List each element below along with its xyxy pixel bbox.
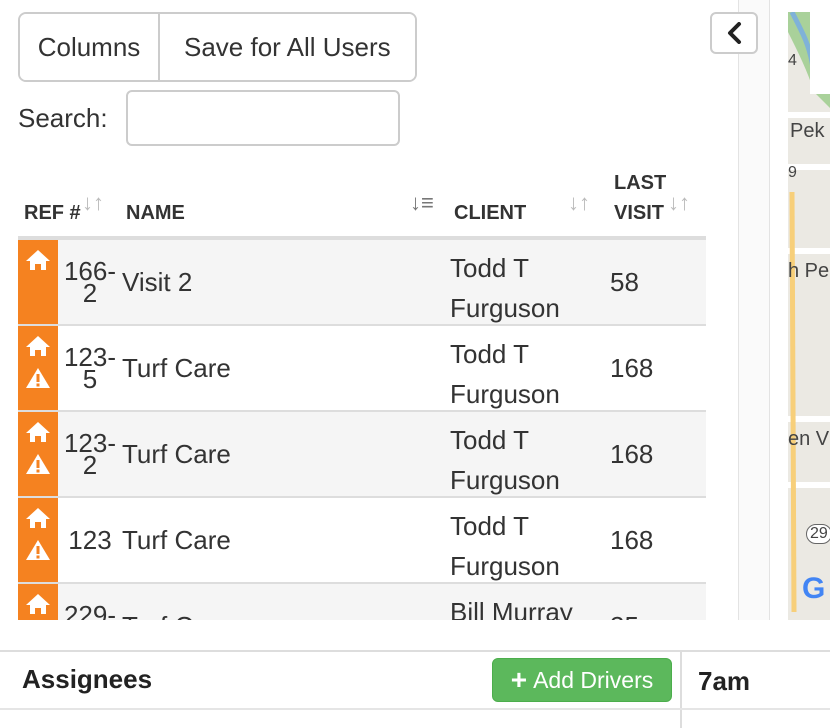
home-icon — [26, 508, 50, 528]
home-icon — [26, 250, 50, 270]
time-slot-label: 7am — [698, 666, 751, 696]
search-label: Search: — [18, 103, 108, 133]
add-drivers-button[interactable]: + Add Drivers — [492, 658, 672, 702]
client-line1: Todd T — [450, 511, 530, 541]
map-canvas — [788, 12, 830, 620]
road-number: 4 — [788, 52, 797, 69]
last-visit-cell: 35 — [610, 584, 639, 621]
home-icon — [26, 594, 50, 614]
ref-part2: 2 — [82, 450, 98, 480]
status-indicator — [18, 584, 58, 620]
last-visit-header-line2[interactable]: VISIT — [614, 202, 665, 224]
client-cell: Todd T Furguson — [450, 506, 610, 586]
collapse-panel-button[interactable] — [710, 12, 758, 54]
client-line1: Todd T — [450, 425, 530, 455]
vertical-scrollbar[interactable] — [738, 0, 770, 620]
name-header[interactable]: NAME — [126, 202, 185, 224]
warning-icon — [26, 368, 50, 388]
road-number: 29 — [806, 524, 830, 544]
ref-cell: 123 — [58, 498, 122, 582]
chevron-left-icon — [728, 22, 741, 44]
name-cell: Turf Care — [122, 524, 231, 555]
home-icon — [26, 336, 50, 356]
map-label: Pek — [790, 120, 825, 142]
client-line1: Todd T — [450, 253, 530, 283]
road-number: 9 — [788, 164, 797, 181]
ref-cell: 229-5 — [58, 584, 122, 620]
toolbar-button-group: Columns Save for All Users — [18, 12, 417, 82]
table-header: REF # ↓↑ NAME ↓≡ CLIENT ↓↑ LAST VISIT ↓↑ — [18, 160, 706, 240]
ref-part1: 123 — [68, 525, 112, 555]
last-visit-cell: 58 — [610, 266, 639, 297]
name-cell: Turf Care — [122, 438, 231, 469]
status-indicator — [18, 326, 58, 410]
last-visit-header-line1[interactable]: LAST — [614, 172, 667, 194]
column-separator — [680, 652, 682, 728]
client-cell: Todd T Furguson — [450, 248, 610, 328]
status-indicator — [18, 240, 58, 324]
sort-icon[interactable]: ↓↑ — [668, 190, 690, 215]
sort-icon[interactable]: ↓↑ — [568, 190, 590, 215]
ref-part1: 229- — [63, 600, 117, 620]
warning-icon — [26, 540, 50, 560]
assignees-title: Assignees — [22, 664, 153, 694]
ref-part2: 5 — [82, 364, 98, 394]
client-line1: Bill Murray — [450, 597, 573, 620]
client-cell: Todd T Furguson — [450, 334, 610, 414]
ref-part1: 123- — [63, 428, 117, 458]
ref-cell: 123- 2 — [58, 412, 122, 496]
client-line2: Furguson — [450, 379, 560, 409]
section-divider — [0, 650, 830, 652]
ref-part2: 2 — [82, 278, 98, 308]
ref-part1: 166- — [63, 256, 117, 286]
ref-header[interactable]: REF # — [24, 202, 81, 224]
row-divider — [0, 708, 830, 710]
last-visit-cell: 168 — [610, 352, 654, 383]
columns-button[interactable]: Columns — [20, 14, 158, 80]
google-logo: G — [802, 572, 826, 605]
warning-icon — [26, 454, 50, 474]
map-label: h Pe — [788, 260, 830, 282]
name-cell: Turf Care — [122, 584, 231, 621]
map-panel[interactable]: Pek h Pe en V 4 9 29 G — [788, 12, 830, 620]
status-indicator — [18, 412, 58, 496]
last-visit-cell: 168 — [610, 524, 654, 555]
table-row[interactable]: 123- 2 Turf Care Todd T Furguson 168 — [18, 412, 706, 498]
home-icon — [26, 422, 50, 442]
last-visit-cell: 168 — [610, 438, 654, 469]
status-indicator — [18, 498, 58, 582]
ref-part1: 123- — [63, 342, 117, 372]
table-row[interactable]: 123- 5 Turf Care Todd T Furguson 168 — [18, 326, 706, 412]
client-line2: Furguson — [450, 465, 560, 495]
sort-desc-icon[interactable]: ↓≡ — [410, 190, 434, 215]
table-body: 166- 2 Visit 2 Todd T Furguson 58 123- 5 Turf Ca… — [18, 240, 706, 620]
client-line2: Furguson — [450, 551, 560, 581]
visits-table: REF # ↓↑ NAME ↓≡ CLIENT ↓↑ LAST VISIT ↓↑… — [18, 160, 706, 620]
name-cell: Turf Care — [122, 352, 231, 383]
client-header[interactable]: CLIENT — [454, 202, 527, 224]
ref-cell: 123- 5 — [58, 326, 122, 410]
client-cell: Todd T Furguson — [450, 420, 610, 500]
map-label: en V — [788, 428, 830, 450]
sort-icon[interactable]: ↓↑ — [82, 190, 104, 215]
table-row[interactable]: 166- 2 Visit 2 Todd T Furguson 58 — [18, 240, 706, 326]
ref-cell: 166- 2 — [58, 240, 122, 324]
client-line2: Furguson — [450, 293, 560, 323]
plus-icon: + — [510, 664, 528, 695]
add-drivers-label: Add Drivers — [533, 666, 654, 693]
client-cell: Bill Murray — [450, 592, 610, 620]
name-cell: Visit 2 — [122, 266, 193, 297]
table-row[interactable]: 123 Turf Care Todd T Furguson 168 — [18, 498, 706, 584]
client-line1: Todd T — [450, 339, 530, 369]
save-for-all-users-button[interactable]: Save for All Users — [158, 14, 415, 80]
search-input[interactable] — [126, 90, 400, 146]
